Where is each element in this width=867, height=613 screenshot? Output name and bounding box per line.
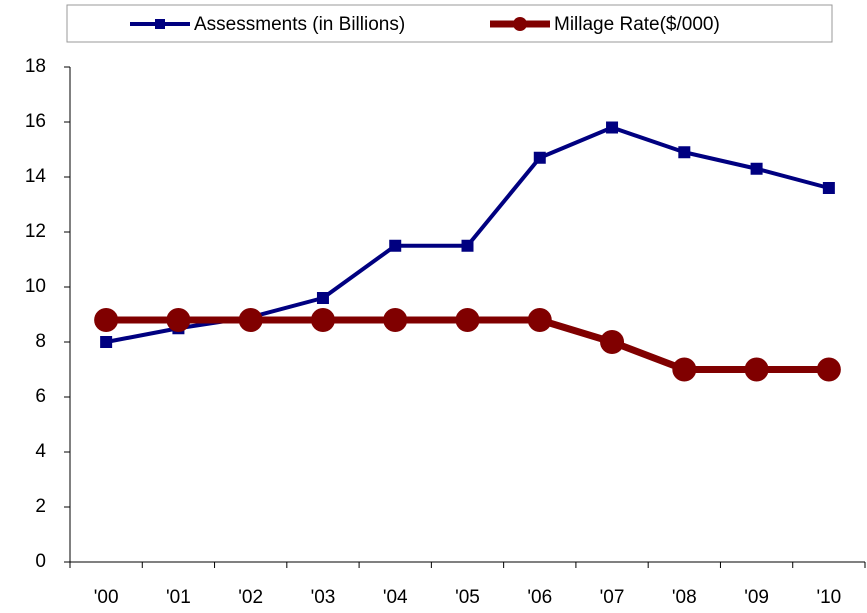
x-tick-label: '08 (672, 587, 697, 608)
x-tick-label: '09 (744, 587, 769, 608)
point (672, 357, 697, 382)
legend-label: Assessments (in Billions) (194, 14, 405, 35)
legend-marker (513, 17, 527, 31)
x-tick-label: '01 (166, 587, 191, 608)
point (600, 330, 625, 354)
point (533, 151, 546, 164)
x-tick-label: '02 (238, 587, 263, 608)
x-tick-label: '10 (816, 587, 841, 608)
point (744, 357, 769, 382)
legend-marker (155, 19, 165, 29)
point (750, 162, 763, 175)
x-tick-label: '05 (455, 587, 480, 608)
point (238, 308, 263, 332)
point (455, 308, 480, 332)
y-tick-label: 12 (25, 221, 46, 242)
y-tick-label: 4 (35, 441, 46, 462)
point (816, 357, 841, 382)
point (310, 308, 335, 332)
point (822, 182, 835, 194)
y-tick-label: 6 (35, 386, 46, 407)
point (606, 121, 619, 134)
point (166, 308, 191, 332)
point (383, 308, 408, 332)
x-tick-label: '03 (311, 587, 336, 608)
point (100, 336, 113, 348)
x-tick-label: '00 (94, 587, 119, 608)
point (316, 292, 329, 304)
x-tick-label: '06 (527, 587, 552, 608)
legend-box (66, 4, 833, 43)
y-tick-label: 8 (35, 331, 46, 352)
point (527, 308, 552, 332)
point (678, 146, 691, 159)
x-tick-label: '04 (383, 587, 408, 608)
y-tick-label: 2 (35, 496, 46, 517)
point (94, 308, 119, 332)
y-tick-label: 10 (25, 276, 46, 297)
x-tick-label: '07 (600, 587, 625, 608)
point (461, 239, 474, 252)
legend-label: Millage Rate($/000) (554, 14, 720, 35)
y-tick-label: 16 (25, 111, 46, 132)
y-tick-label: 14 (25, 166, 47, 187)
point (389, 239, 402, 252)
y-tick-label: 0 (35, 551, 46, 572)
y-tick-label: 18 (25, 56, 46, 77)
